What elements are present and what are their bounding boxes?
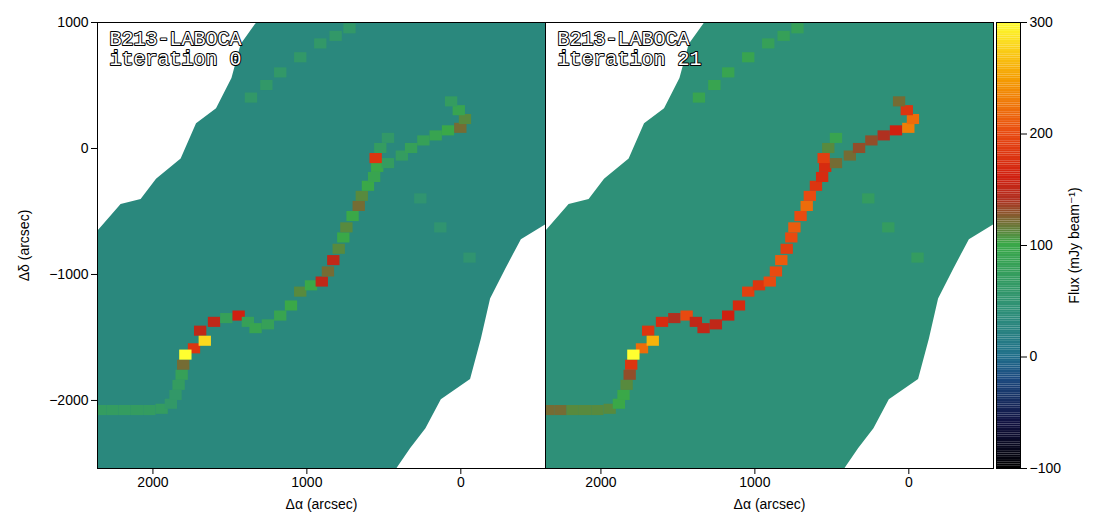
svg-text:1000: 1000 xyxy=(739,474,770,490)
svg-text:100: 100 xyxy=(1030,237,1054,253)
svg-text:0: 0 xyxy=(905,474,913,490)
svg-text:300: 300 xyxy=(1030,14,1054,30)
svg-text:−100: −100 xyxy=(1030,460,1062,476)
svg-text:0: 0 xyxy=(81,140,89,156)
svg-text:B213-LABOCAiteration 0: B213-LABOCAiteration 0 xyxy=(110,28,242,71)
svg-text:0: 0 xyxy=(1030,348,1038,364)
svg-text:0: 0 xyxy=(457,474,465,490)
svg-text:Flux (mJy beam⁻¹): Flux (mJy beam⁻¹) xyxy=(1066,187,1082,303)
svg-text:Δα (arcsec): Δα (arcsec) xyxy=(286,496,358,512)
svg-text:1000: 1000 xyxy=(57,14,88,30)
svg-text:200: 200 xyxy=(1030,125,1054,141)
svg-text:Δδ (arcsec): Δδ (arcsec) xyxy=(16,210,32,282)
svg-text:2000: 2000 xyxy=(137,474,168,490)
svg-text:−2000: −2000 xyxy=(49,392,89,408)
svg-text:B213-LABOCAiteration 21: B213-LABOCAiteration 21 xyxy=(558,28,702,71)
svg-text:−1000: −1000 xyxy=(49,266,89,282)
svg-text:1000: 1000 xyxy=(291,474,322,490)
svg-text:2000: 2000 xyxy=(585,474,616,490)
svg-text:Δα (arcsec): Δα (arcsec) xyxy=(734,496,806,512)
